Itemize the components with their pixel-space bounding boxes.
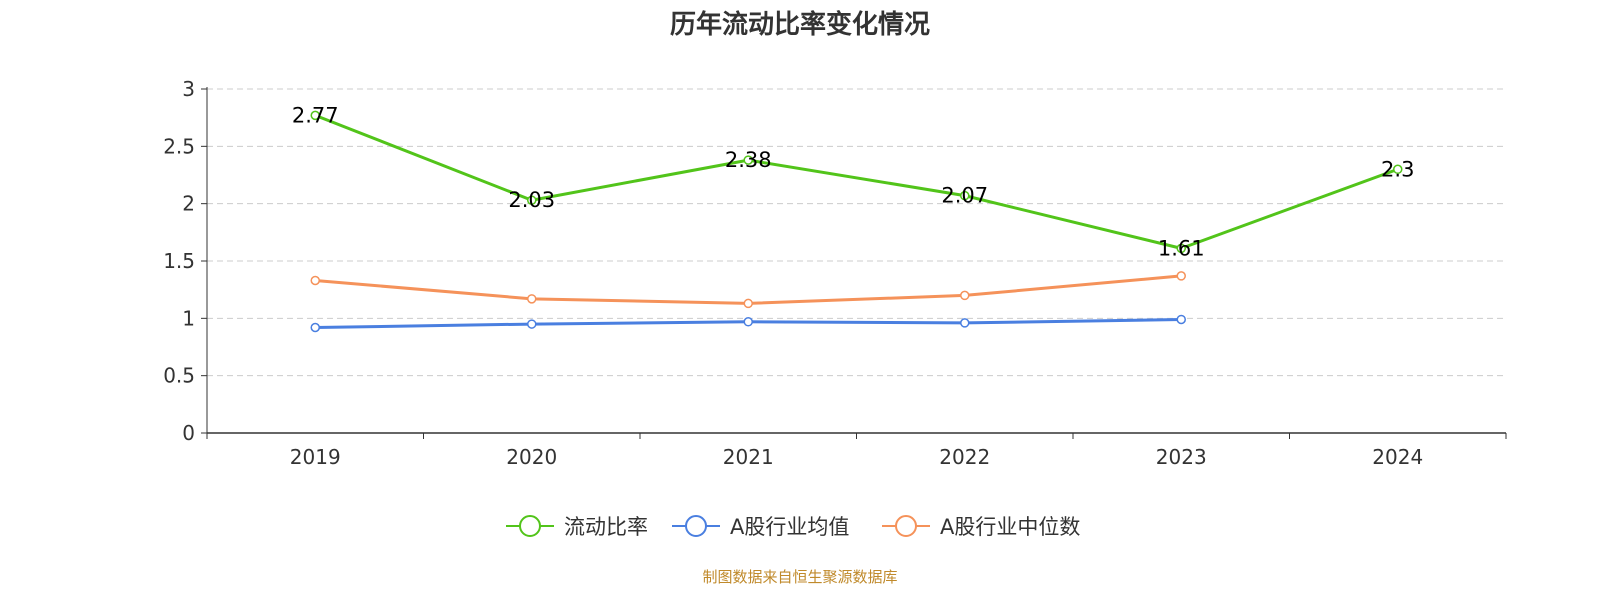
data-point [743,317,753,327]
series-line [314,113,1399,250]
x-tick-label: 2022 [939,445,990,469]
data-point [960,190,970,201]
data-point [527,195,537,205]
legend-item: 流动比率 [506,515,648,539]
legend-item: A股行业中位数 [882,515,1080,539]
x-tick-label: 2020 [506,445,557,469]
source-note: 制图数据来自恒生聚源数据库 [702,568,898,586]
data-point [310,322,320,333]
data-point [1176,314,1186,325]
chart-title: 历年流动比率变化情况 [669,10,930,40]
data-label: 2.03 [508,188,555,212]
legend-marker [685,515,707,537]
data-point [960,318,970,328]
legend-label: A股行业中位数 [940,515,1080,539]
data-labels: 2.77 2.03 2.38 2.07 1.61 2.3 [292,103,1415,260]
x-tick-label: 2023 [1156,445,1207,469]
legend: 流动比率 A股行业均值 A股行业中位数 [506,515,1080,539]
data-point [310,275,320,286]
y-tick-label: 1.5 [163,249,195,273]
legend-marker [895,515,917,537]
data-point [743,155,753,165]
grid-lines [207,88,1506,377]
x-tick-label: 2024 [1372,445,1423,469]
data-label: 2.38 [725,148,772,172]
axes: 0 0.5 1 1.5 2 2.5 3 2019 2020 2021 2022 2023 2024 [163,77,1507,469]
data-label: 2.77 [292,103,339,127]
legend-label: A股行业均值 [730,515,849,539]
legend-item: A股行业均值 [672,515,849,539]
series-group [310,110,1403,333]
data-point [310,110,320,121]
y-tick-label: 0 [182,421,195,445]
data-point [1393,164,1403,175]
y-tick-label: 0.5 [163,364,195,388]
data-point [527,319,537,329]
data-label: 2.07 [941,184,988,208]
data-point [960,290,970,301]
data-label: 2.3 [1381,157,1414,181]
data-label: 1.61 [1158,236,1205,260]
data-point [1176,271,1186,281]
x-tick-label: 2021 [723,445,774,469]
y-tick-label: 1 [182,306,195,330]
x-tick-label: 2019 [290,445,341,469]
y-tick-label: 2.5 [163,134,195,158]
data-point [1176,243,1186,254]
legend-label: 流动比率 [564,515,648,539]
data-point [527,294,537,304]
y-tick-label: 3 [182,77,195,101]
data-point [743,298,753,309]
y-tick-label: 2 [182,192,195,216]
legend-marker [519,515,541,537]
